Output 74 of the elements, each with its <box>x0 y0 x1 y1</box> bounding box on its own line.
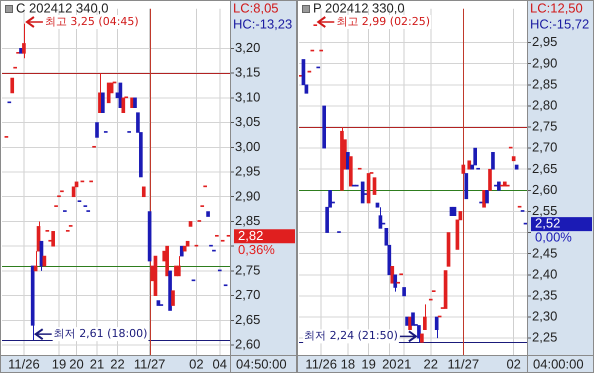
x-tick-label: 21 <box>396 356 412 372</box>
candlestick <box>177 256 181 276</box>
y-tick-label: 3,00 <box>235 138 260 154</box>
y-tick-label: 2,45 <box>532 245 558 260</box>
y-tick-label: 2,95 <box>235 164 260 179</box>
candlestick <box>411 312 415 326</box>
text: HC:-13,23 <box>233 16 292 32</box>
text: 0,36% <box>238 242 276 257</box>
candlestick <box>10 78 14 94</box>
x-tick-label: 22 <box>424 356 438 372</box>
x-tick-label: 02 <box>506 356 521 372</box>
y-tick-label: 2,95 <box>532 34 558 50</box>
y-tick-label: 2,70 <box>532 140 558 155</box>
text: 04:50:00 <box>236 356 287 372</box>
y-tick-label: 2,40 <box>532 266 558 282</box>
x-tick-label: 11/27 <box>134 356 166 372</box>
x-tick-label: 19 <box>361 356 376 372</box>
y-tick-label: 2,30 <box>532 308 558 324</box>
candlestick <box>171 290 175 306</box>
y-tick-label: 3,20 <box>235 40 260 55</box>
y-tick-label: 2,90 <box>235 188 260 204</box>
candlestick <box>488 168 492 191</box>
y-tick-label: 2,60 <box>235 336 260 352</box>
y-tick-label: 3,10 <box>235 89 260 104</box>
text: 0,00% <box>535 230 572 245</box>
x-tick-label: 20 <box>382 356 397 372</box>
candlestick <box>434 316 439 339</box>
candlestick <box>423 304 427 330</box>
x-tick-label: 20 <box>69 356 84 372</box>
y-tick-label: 2,65 <box>235 312 260 327</box>
x-tick-label: 11/26 <box>8 356 40 372</box>
x-tick-label: 11/27 <box>448 356 480 372</box>
y-tick-label: 2,60 <box>532 182 558 197</box>
candlestick <box>42 256 46 266</box>
y-tick-label: 2,85 <box>235 213 260 228</box>
x-tick-label: 22 <box>110 356 125 372</box>
text: 2,82 <box>238 228 264 243</box>
y-tick-label: 2,85 <box>532 76 558 92</box>
candlestick <box>95 122 99 138</box>
x-tick-label: 04 <box>212 356 228 372</box>
x-tick-label: 11/26 <box>305 356 337 372</box>
candlestick <box>378 206 382 229</box>
chart-title: P 202412 330,0 <box>313 0 405 16</box>
x-tick-label: 18 <box>340 356 356 372</box>
chart-title: C 202412 340,0 <box>16 0 109 16</box>
annotation: 최고 2,99 (02:25) <box>336 14 430 28</box>
text: 2,52 <box>535 216 560 231</box>
y-tick-label: 3,15 <box>235 64 260 80</box>
annotation: 최저 2,24 (21:50) <box>304 329 398 342</box>
y-tick-label: 2,75 <box>235 262 260 278</box>
x-tick-label: 21 <box>90 356 104 372</box>
y-tick-label: 2,90 <box>532 55 558 70</box>
annotation: 최고 3,25 (04:45) <box>44 14 139 28</box>
text: LC:8,05 <box>233 0 279 16</box>
y-tick-label: 2,75 <box>532 118 558 134</box>
candlestick <box>372 177 376 196</box>
text: HC:-15,72 <box>530 16 590 32</box>
candlestick <box>121 97 126 113</box>
text: LC:12,50 <box>530 0 583 16</box>
annotation: 최저 2,61 (18:00) <box>54 327 148 340</box>
y-tick-label: 2,35 <box>532 287 558 302</box>
x-tick-label: 19 <box>52 356 66 372</box>
candlestick <box>491 152 495 170</box>
y-tick-label: 2,70 <box>235 287 260 302</box>
y-tick-label: 3,05 <box>235 114 260 130</box>
x-tick-label: 02 <box>189 356 204 372</box>
y-tick-label: 2,55 <box>532 203 558 218</box>
text: 04:00:00 <box>533 356 584 372</box>
candlestick <box>393 274 398 292</box>
y-tick-label: 2,25 <box>532 330 558 345</box>
y-tick-label: 2,65 <box>532 160 558 176</box>
candlestick <box>473 148 478 166</box>
candlestick <box>142 186 146 198</box>
y-tick-label: 2,80 <box>532 97 558 112</box>
